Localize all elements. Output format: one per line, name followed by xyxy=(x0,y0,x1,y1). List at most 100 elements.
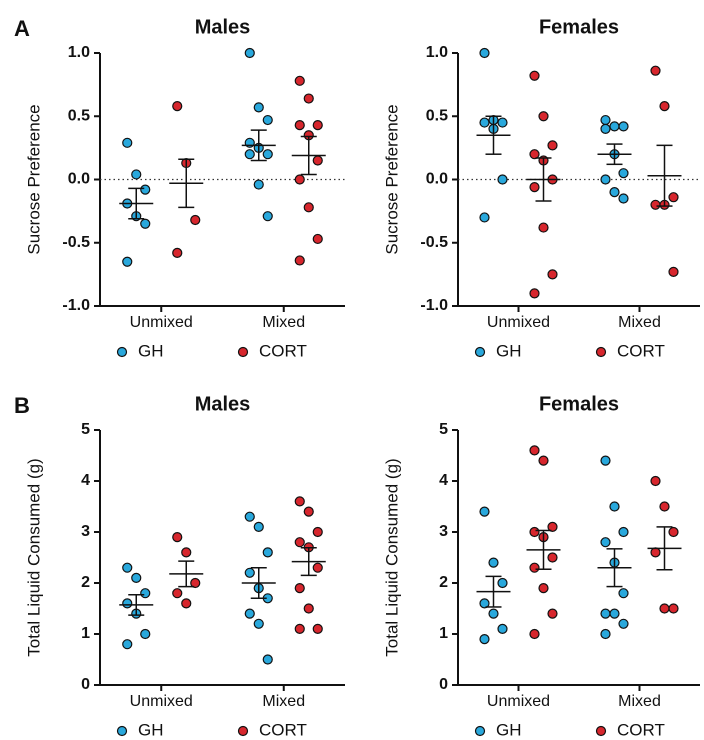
y-tick-label: 3 xyxy=(81,523,90,540)
data-point xyxy=(303,93,314,104)
data-point xyxy=(659,101,670,112)
chart-title: Females xyxy=(539,393,619,415)
data-point xyxy=(131,169,142,180)
data-point xyxy=(294,120,305,131)
data-point xyxy=(618,193,629,204)
data-point xyxy=(181,598,192,609)
data-point xyxy=(488,557,499,568)
data-point xyxy=(618,618,629,629)
y-tick-label: 0.0 xyxy=(426,171,448,188)
data-point xyxy=(172,101,183,112)
x-tick-label: Unmixed xyxy=(487,314,550,331)
x-tick-label: Unmixed xyxy=(130,693,193,710)
data-point xyxy=(538,222,549,233)
legend-label: CORT xyxy=(259,720,307,739)
data-point xyxy=(529,628,540,640)
data-point xyxy=(547,269,558,280)
legend-marker xyxy=(116,725,128,737)
data-point xyxy=(497,577,508,589)
legend-marker xyxy=(474,725,486,737)
data-point xyxy=(668,603,679,614)
data-point xyxy=(529,181,540,193)
y-tick-label: 0.5 xyxy=(68,107,90,124)
legend-label: GH xyxy=(496,341,522,360)
y-tick-label: 4 xyxy=(81,472,90,489)
y-tick-label: 2 xyxy=(81,574,90,591)
data-point xyxy=(668,266,679,277)
x-tick-label: Mixed xyxy=(262,314,305,331)
legend-marker xyxy=(474,346,486,358)
data-point xyxy=(600,608,611,619)
data-point xyxy=(609,121,620,132)
y-tick-label: -0.5 xyxy=(62,234,90,251)
data-point xyxy=(312,120,323,131)
data-point xyxy=(618,526,629,538)
data-point xyxy=(650,547,661,558)
data-point xyxy=(650,475,661,487)
y-tick-label: 0.5 xyxy=(426,107,448,124)
y-tick-label: 1 xyxy=(439,625,448,642)
data-point xyxy=(529,149,540,160)
data-point xyxy=(131,572,142,584)
y-tick-label: -1.0 xyxy=(420,297,448,314)
data-point xyxy=(538,455,549,466)
data-point xyxy=(253,102,264,113)
y-axis-label: Total Liquid Consumed (g) xyxy=(382,458,401,656)
data-point xyxy=(294,537,305,548)
data-point xyxy=(668,192,679,203)
legend-label: GH xyxy=(138,341,164,360)
data-point xyxy=(312,562,323,573)
data-point xyxy=(262,547,273,558)
panel-label: A xyxy=(14,16,30,41)
x-tick-label: Mixed xyxy=(262,693,305,710)
y-tick-label: 5 xyxy=(439,421,448,438)
data-point xyxy=(497,117,508,128)
y-tick-label: 5 xyxy=(81,421,90,438)
data-point xyxy=(253,521,264,533)
legend-label: GH xyxy=(496,720,522,739)
data-point xyxy=(529,445,540,456)
data-point xyxy=(140,218,151,229)
legend-label: CORT xyxy=(617,341,665,360)
y-tick-label: -0.5 xyxy=(420,234,448,251)
data-point xyxy=(479,633,490,645)
data-point xyxy=(253,179,264,190)
data-point xyxy=(294,255,305,266)
data-point xyxy=(190,214,201,226)
data-point xyxy=(529,288,540,299)
data-point xyxy=(668,526,679,538)
data-point xyxy=(181,547,192,558)
data-point xyxy=(262,149,273,160)
y-tick-label: 0 xyxy=(81,676,90,693)
y-tick-label: 0 xyxy=(439,676,448,693)
y-axis-label: Sucrose Preference xyxy=(382,104,401,254)
data-point xyxy=(600,628,611,640)
data-point xyxy=(650,199,661,210)
data-point xyxy=(253,618,264,629)
legend-marker xyxy=(595,725,607,737)
y-axis-label: Total Liquid Consumed (g) xyxy=(24,458,43,656)
data-point xyxy=(479,212,490,223)
data-point xyxy=(529,562,540,573)
panel-label: B xyxy=(14,393,30,418)
data-point xyxy=(547,608,558,619)
data-point xyxy=(303,603,314,614)
y-tick-label: 4 xyxy=(439,472,448,489)
data-point xyxy=(529,526,540,538)
data-point xyxy=(244,511,255,522)
data-point xyxy=(244,567,255,578)
data-point xyxy=(488,608,499,619)
data-point xyxy=(122,598,133,609)
data-point xyxy=(294,75,305,86)
data-point xyxy=(294,623,305,635)
data-point xyxy=(479,117,490,128)
data-point xyxy=(294,496,305,507)
data-point xyxy=(312,526,323,538)
legend-label: CORT xyxy=(259,341,307,360)
data-point xyxy=(609,608,620,619)
data-point xyxy=(659,501,670,512)
data-point xyxy=(140,628,151,640)
data-point xyxy=(600,174,611,185)
data-point xyxy=(140,184,151,195)
